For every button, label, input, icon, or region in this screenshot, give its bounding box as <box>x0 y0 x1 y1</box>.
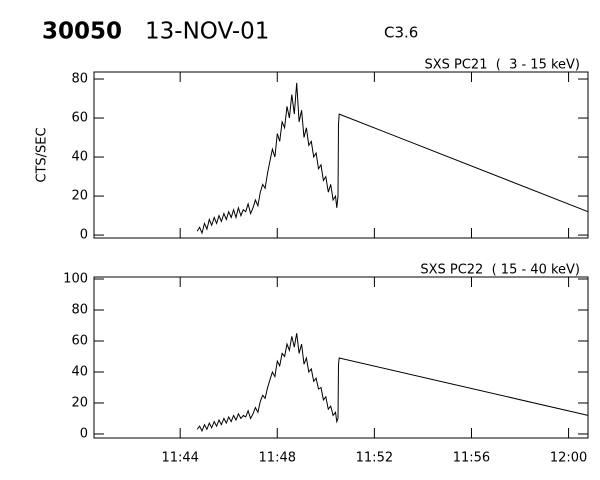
x-tick-label: 11:56 <box>453 451 490 466</box>
y-tick-label: 40 <box>71 150 88 165</box>
light-curve <box>196 333 589 433</box>
y-tick-label: 100 <box>63 272 88 287</box>
y-tick-label: 60 <box>71 333 88 348</box>
y-tick-label: 60 <box>71 111 88 126</box>
y-tick-label: 40 <box>71 364 88 379</box>
x-tick-label: 11:52 <box>356 451 393 466</box>
y-tick-label: 20 <box>71 189 88 204</box>
x-tick-label: 11:48 <box>259 451 296 466</box>
y-tick-label: 0 <box>80 228 88 243</box>
plot-frame <box>93 71 589 239</box>
y-axis-label: CTS/SEC <box>35 127 50 182</box>
panel-title: SXS PC21 ( 3 - 15 keV) <box>424 58 580 73</box>
flare-id: 30050 <box>42 19 122 45</box>
flare-class: C3.6 <box>384 24 418 42</box>
flare-date: 13-NOV-01 <box>145 19 269 45</box>
panel-title: SXS PC22 ( 15 - 40 keV) <box>420 263 580 278</box>
plot-frame <box>93 276 589 439</box>
y-tick-label: 80 <box>71 72 88 87</box>
x-tick-label: 11:44 <box>161 451 198 466</box>
light-curve <box>196 82 589 235</box>
y-tick-label: 80 <box>71 303 88 318</box>
x-tick-label: 12:00 <box>550 451 587 466</box>
y-tick-label: 0 <box>80 426 88 441</box>
y-tick-label: 20 <box>71 395 88 410</box>
